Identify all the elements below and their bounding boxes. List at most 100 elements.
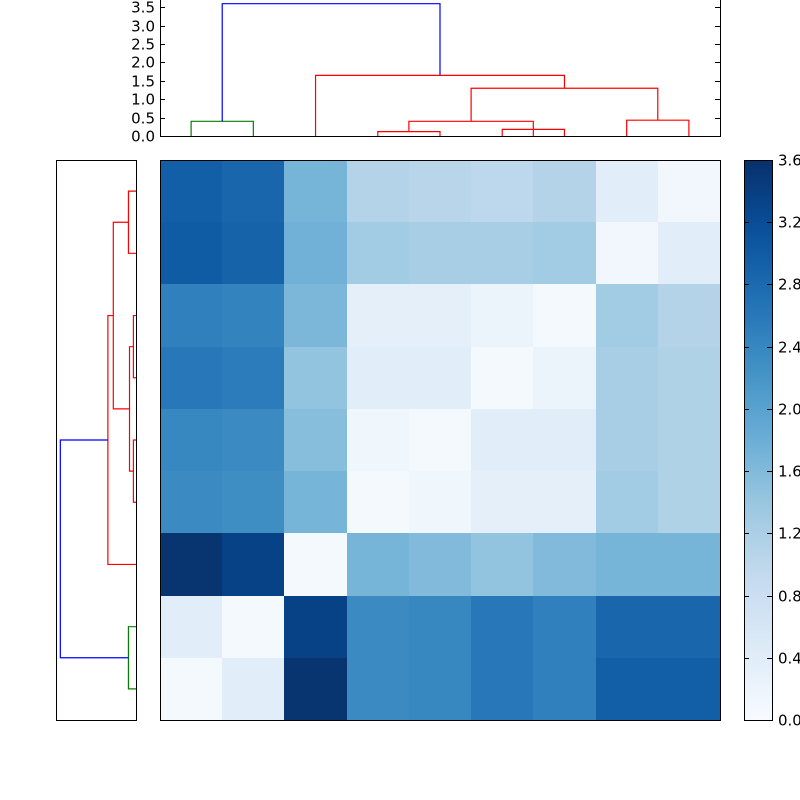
heatmap-cell [409,222,471,284]
heatmap-cell [533,471,596,533]
heatmap-cell [409,160,471,222]
heatmap-matrix [160,160,721,721]
heatmap-cell [347,533,409,596]
heatmap-cell [347,160,409,222]
heatmap-cell [284,658,347,720]
heatmap-cell [222,160,284,222]
heatmap-cell [658,222,720,284]
heatmap-frame [160,160,721,721]
heatmap-cell [471,533,533,596]
heatmap-cell [347,471,409,533]
top-dendrogram-link [408,120,534,136]
heatmap-cell [160,347,222,409]
top-dendrogram-tick-label: 3.5 [131,0,155,17]
left-dendrogram-link [107,314,136,566]
heatmap-cell [347,409,409,471]
left-dendrogram-link [132,439,136,503]
heatmap-cell [658,658,720,720]
heatmap-cell [596,347,658,409]
colorbar-tick-label: 0.4 [778,650,800,668]
heatmap-cell [284,347,347,409]
top-dendrogram-tick-label: 1.5 [131,73,155,91]
heatmap-cell [471,160,533,222]
top-dendrogram-tick-label: 1.0 [131,91,155,109]
heatmap-cell [471,596,533,658]
heatmap-cell [347,222,409,284]
heatmap-cell [658,160,720,222]
top-dendrogram-tick-label: 0.5 [131,110,155,128]
heatmap-cell [533,409,596,471]
top-dendrogram-tick-label: 3.0 [131,18,155,36]
heatmap-cell [222,284,284,347]
heatmap-cell [284,533,347,596]
heatmap-cell [347,347,409,409]
top-dendrogram-link [377,130,441,136]
top-dendrogram-tick-label: 2.5 [131,36,155,54]
left-dendrogram-link [132,314,136,379]
heatmap-cell [222,471,284,533]
heatmap-cell [471,471,533,533]
heatmap-cell [409,409,471,471]
heatmap-cell [533,347,596,409]
heatmap-cell [160,533,222,596]
left-dendrogram [56,160,137,721]
heatmap-cell [471,658,533,720]
heatmap-cell [596,284,658,347]
heatmap-cell [284,222,347,284]
colorbar-tick-label: 2.4 [778,339,800,357]
colorbar-tick-label: 1.6 [778,463,800,481]
heatmap-cell [596,471,658,533]
heatmap-cell [222,347,284,409]
heatmap-cell [533,222,596,284]
heatmap-cell [409,347,471,409]
heatmap-cell [658,596,720,658]
heatmap-cell [222,533,284,596]
heatmap-cell [284,596,347,658]
left-dendrogram-frame [56,160,137,721]
top-dendrogram-link [190,120,254,136]
heatmap-cell [471,409,533,471]
heatmap-cell [533,160,596,222]
colorbar-tick-label: 3.2 [778,214,800,232]
colorbar-frame [744,160,773,721]
colorbar-tick-label: 0.0 [778,712,800,730]
heatmap-cell [596,160,658,222]
colorbar-tick-label: 2.0 [778,401,800,419]
heatmap-cell [658,347,720,409]
heatmap-cell [222,409,284,471]
heatmap-cell [347,284,409,347]
heatmap-cell [658,471,720,533]
heatmap-cell [347,596,409,658]
heatmap-cell [471,284,533,347]
colorbar-fill [744,160,772,720]
heatmap-cell [160,471,222,533]
heatmap-cell [409,284,471,347]
colorbar-tick-label: 2.8 [778,276,800,294]
heatmap-cell [596,409,658,471]
heatmap-cell [222,658,284,720]
colorbar-tick-label: 3.6 [778,152,800,170]
heatmap-cell [409,596,471,658]
heatmap-cell [471,222,533,284]
heatmap-cell [160,409,222,471]
top-dendrogram-tick-label: 2.0 [131,54,155,72]
heatmap-cell [533,658,596,720]
heatmap-cell [596,596,658,658]
top-dendrogram-link [501,128,566,136]
heatmap-cell [409,533,471,596]
heatmap-cell [409,471,471,533]
heatmap-cell [596,222,658,284]
heatmap-cell [222,596,284,658]
heatmap-cell [533,284,596,347]
heatmap-cell [658,533,720,596]
heatmap-cell [533,533,596,596]
heatmap-cell [222,222,284,284]
heatmap-cell [160,160,222,222]
top-dendrogram-link [470,87,659,122]
left-dendrogram-link [127,190,136,254]
heatmap-cell [533,596,596,658]
heatmap-cell [284,284,347,347]
heatmap-cell [160,222,222,284]
left-dendrogram-link [112,221,130,410]
